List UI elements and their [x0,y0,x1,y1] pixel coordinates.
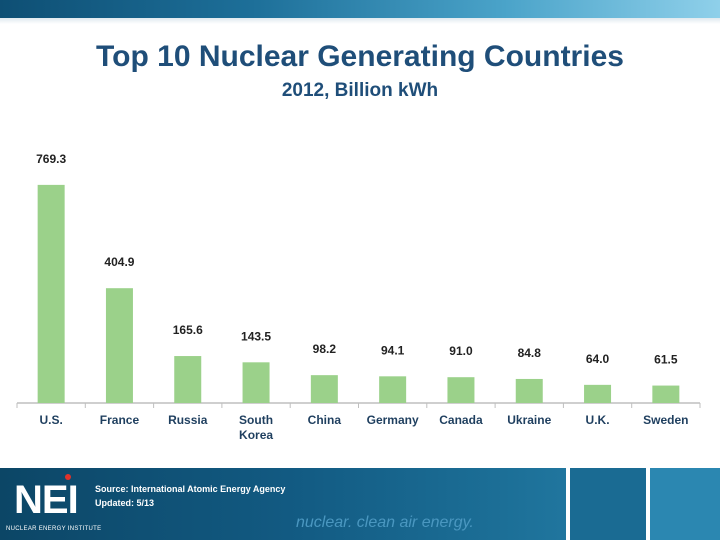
x-tick-label: U.K. [586,413,610,427]
updated-line: Updated: 5/13 [95,498,155,508]
data-label: 84.8 [518,346,542,360]
data-label: 143.5 [241,329,271,343]
data-label: 91.0 [449,344,473,358]
footer-divider [566,468,570,540]
source-line: Source: International Atomic Energy Agen… [95,484,286,494]
x-tick-label: France [100,413,140,427]
bar [584,384,612,403]
data-label: 769.3 [36,152,66,166]
bar-chart: 769.3 U.S. 404.9 France 165.6 Russia 143.5 Sout… [16,152,701,442]
top-banner-shadow [0,18,720,24]
data-label: 64.0 [586,352,610,366]
footer-divider [646,468,650,540]
x-tick-label: Russia [168,413,208,427]
x-tick-label: Sweden [643,413,688,427]
bar [379,376,407,403]
bar [242,362,270,403]
x-tick-label: China [308,413,342,427]
footer-block [650,468,720,540]
data-label: 98.2 [313,342,337,356]
logo-dot-icon [65,474,71,480]
data-label: 404.9 [104,255,134,269]
bar [652,385,680,403]
tagline: nuclear. clean air energy. [296,514,474,531]
footer-banner: NEI NUCLEAR ENERGY INSTITUTE Source: Int… [0,468,720,540]
data-label: 61.5 [654,353,678,367]
data-label: 94.1 [381,343,405,357]
source-note: Source: International Atomic Energy Agen… [95,482,285,510]
nei-logo-subtext: NUCLEAR ENERGY INSTITUTE [6,526,102,532]
x-tick-label: Germany [367,413,419,427]
x-tick-label: Canada [439,413,483,427]
data-label: 165.6 [173,323,203,337]
x-tick-label: U.S. [39,413,62,427]
bar [37,184,65,403]
chart-subtitle: 2012, Billion kWh [281,80,439,101]
x-tick-label: Ukraine [507,413,551,427]
chart-title: Top 10 Nuclear Generating Countries [96,40,624,73]
x-tick-label: South Korea [239,413,273,442]
bar [447,377,475,403]
top-banner [0,0,720,18]
bar [310,375,338,403]
bar [174,356,202,403]
nei-logo: NEI [14,478,79,522]
footer-block [570,468,646,540]
bar [105,288,133,403]
bar [515,378,543,403]
